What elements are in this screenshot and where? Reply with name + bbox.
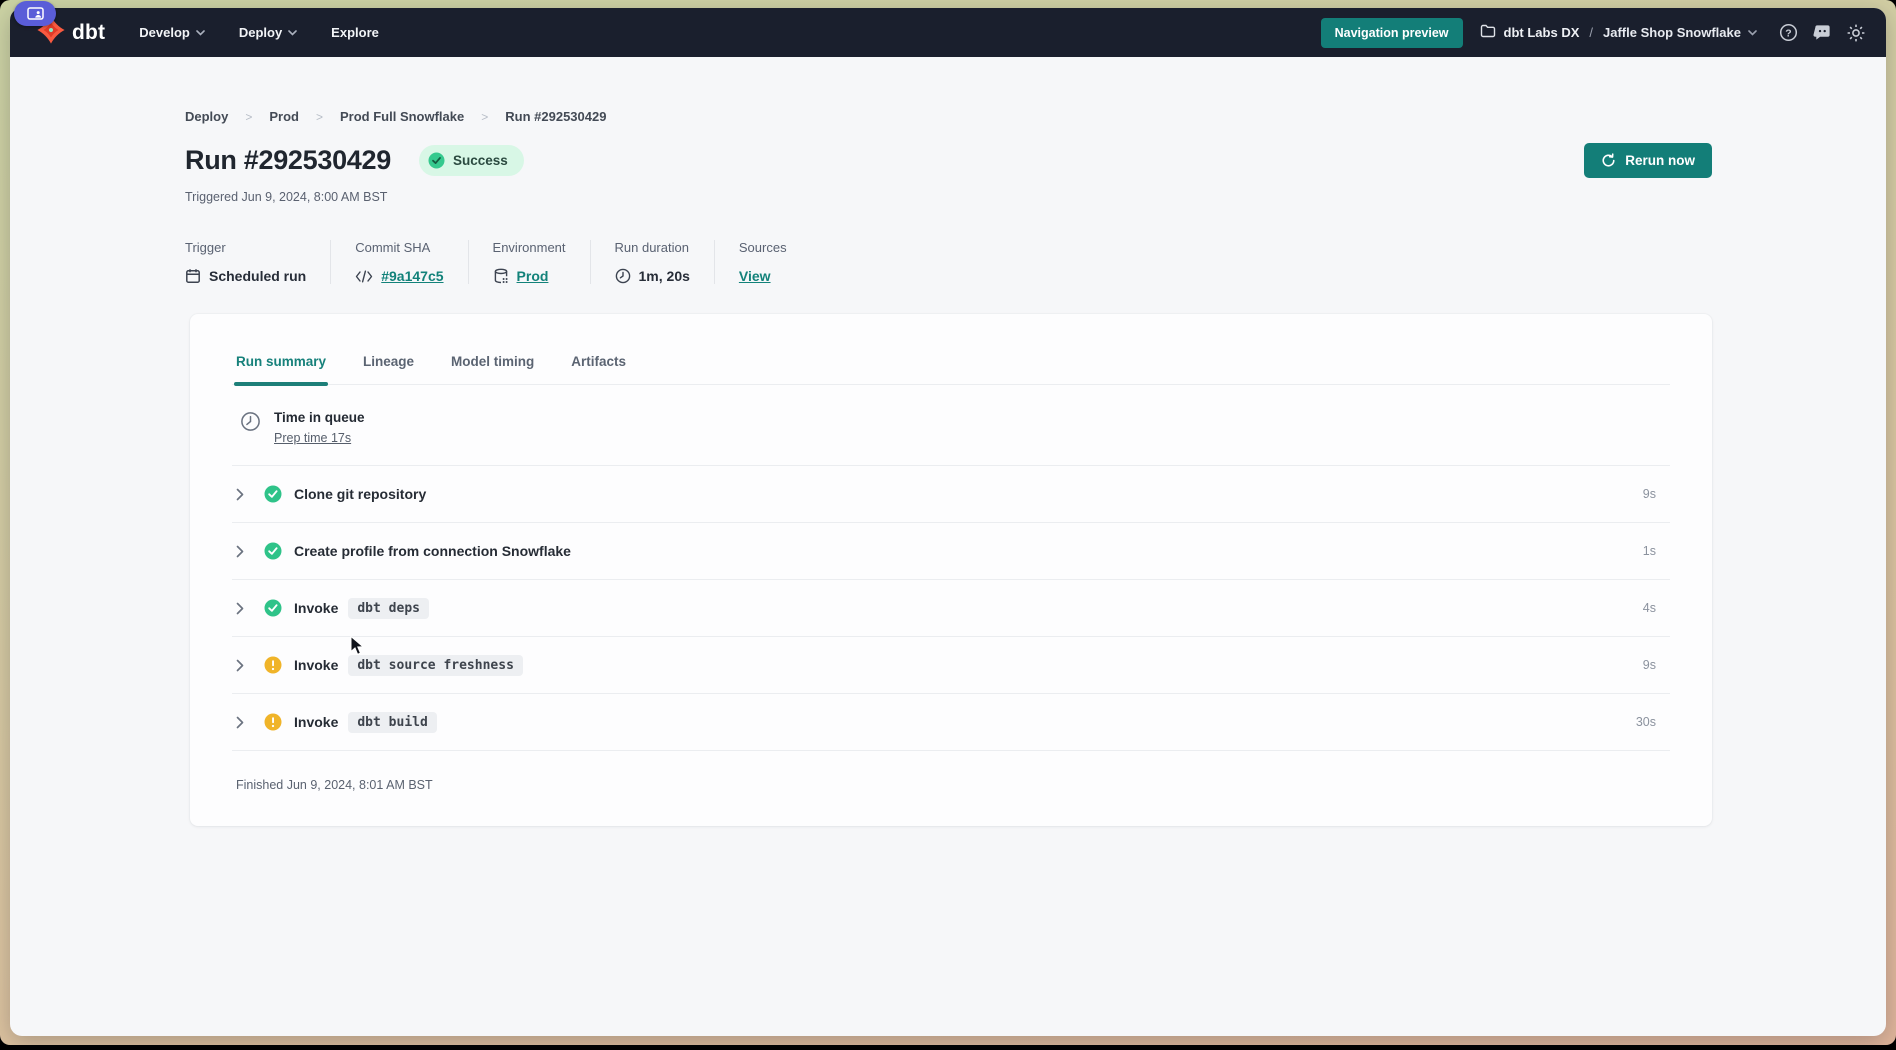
meta-environment: Environment Prod [493, 240, 591, 284]
help-icon[interactable]: ? [1778, 23, 1798, 43]
database-icon [494, 268, 508, 284]
step-row[interactable]: Invoke dbt build 30s [232, 694, 1670, 751]
calendar-icon [186, 269, 200, 283]
chevron-right-icon[interactable] [232, 488, 258, 501]
step-name: Clone git repository [294, 486, 427, 502]
step-duration: 4s [1642, 601, 1656, 615]
chevron-down-icon [1748, 29, 1757, 36]
step-name: Invoke [294, 714, 339, 730]
account-breadcrumb: dbt Labs DX / Jaffle Shop Snowflake [1480, 24, 1757, 41]
tab-artifacts[interactable]: Artifacts [571, 354, 627, 369]
breadcrumb-separator: > [481, 109, 489, 124]
breadcrumb-item[interactable]: Prod [269, 109, 299, 124]
time-in-queue-row: Time in queue Prep time 17s [232, 385, 1670, 466]
feedback-icon[interactable] [1812, 23, 1832, 43]
queue-title: Time in queue [274, 410, 365, 425]
account-name[interactable]: dbt Labs DX [1503, 25, 1580, 40]
rerun-now-button[interactable]: Rerun now [1584, 143, 1712, 178]
breadcrumb-separator: > [315, 109, 323, 124]
step-warning-icon [264, 656, 282, 674]
step-duration: 9s [1642, 487, 1656, 501]
nav-menu-item[interactable]: Develop [139, 25, 205, 40]
meta-trigger: Trigger Scheduled run [185, 240, 332, 284]
page-title: Run #292530429 [185, 145, 391, 175]
chevron-right-icon[interactable] [232, 716, 258, 729]
success-check-icon [428, 152, 445, 169]
step-success-icon [264, 542, 282, 560]
breadcrumb: Deploy > Prod > Prod Full Snowflake > Ru… [185, 109, 1712, 124]
step-duration: 30s [1635, 715, 1656, 729]
settings-gear-icon[interactable] [1846, 23, 1866, 43]
meta-commit-sha: Commit SHA #9a147c5 [355, 240, 469, 284]
chevron-right-icon[interactable] [232, 545, 258, 558]
nav-right: Navigation preview dbt Labs DX / Jaffle … [1320, 17, 1866, 48]
step-name: Invoke [294, 600, 339, 616]
step-command: dbt deps [348, 597, 429, 619]
step-success-icon [264, 485, 282, 503]
chevron-right-icon[interactable] [232, 659, 258, 672]
environment-link[interactable]: Prod [516, 268, 549, 284]
breadcrumb-item[interactable]: Run #292530429 [505, 109, 607, 124]
step-name: Create profile from connection Snowflake [294, 543, 571, 559]
nav-menus: Develop Deploy Explore [139, 25, 379, 40]
breadcrumb-item[interactable]: Deploy [185, 109, 229, 124]
navigation-preview-button[interactable]: Navigation preview [1320, 17, 1463, 48]
nav-menu-item[interactable]: Deploy [239, 25, 297, 40]
refresh-icon [1602, 153, 1615, 167]
dbt-logo[interactable]: dbt [36, 15, 105, 50]
title-row: Run #292530429 Success Rerun now [185, 143, 1712, 178]
breadcrumb-separator: > [245, 109, 253, 124]
clock-icon [615, 268, 630, 284]
account-separator: / [1589, 25, 1594, 40]
code-icon [356, 270, 373, 282]
step-row[interactable]: Invoke dbt source freshness 9s [232, 637, 1670, 694]
step-row[interactable]: Create profile from connection Snowflake… [232, 523, 1670, 580]
step-success-icon [264, 599, 282, 617]
step-duration: 9s [1642, 658, 1656, 672]
step-command: dbt source freshness [348, 654, 523, 676]
meta-sources: Sources View [738, 240, 787, 284]
status-badge: Success [418, 145, 524, 176]
project-switcher[interactable]: Jaffle Shop Snowflake [1603, 25, 1757, 40]
main-content: Deploy > Prod > Prod Full Snowflake > Ru… [10, 109, 1886, 826]
finished-timestamp: Finished Jun 9, 2024, 8:01 AM BST [236, 778, 433, 792]
svg-text:?: ? [1785, 28, 1791, 39]
chevron-down-icon [196, 30, 205, 36]
dbt-logo-icon [36, 15, 66, 50]
sources-view-link[interactable]: View [738, 268, 771, 284]
triggered-timestamp: Triggered Jun 9, 2024, 8:00 AM BST [185, 190, 388, 204]
top-nav: dbt Develop Deploy Explore Navigation pr… [10, 8, 1886, 57]
tab-run-summary[interactable]: Run summary [233, 354, 329, 386]
breadcrumb-item[interactable]: Prod Full Snowflake [340, 109, 465, 124]
app-window: dbt Develop Deploy Explore Navigation pr… [10, 8, 1886, 1036]
nav-icon-buttons: ? [1778, 23, 1866, 43]
run-summary-card: Run summary Lineage Model timing Artifacts … [190, 314, 1712, 826]
tab-lineage[interactable]: Lineage [363, 354, 415, 369]
folder-icon [1480, 24, 1496, 41]
tab-model-timing[interactable]: Model timing [451, 354, 535, 369]
chevron-right-icon[interactable] [232, 602, 258, 615]
step-name: Invoke [294, 657, 339, 673]
commit-sha-link[interactable]: #9a147c5 [381, 268, 444, 284]
chevron-down-icon [288, 30, 297, 36]
step-row[interactable]: Invoke dbt deps 4s [232, 580, 1670, 637]
step-command: dbt build [348, 711, 437, 733]
step-list: Clone git repository 9s Creat [232, 466, 1670, 751]
status-badge-label: Success [452, 153, 508, 168]
step-duration: 1s [1642, 544, 1656, 558]
tab-bar: Run summary Lineage Model timing Artifacts [232, 314, 1670, 386]
step-warning-icon [264, 713, 282, 731]
brand-name: dbt [72, 20, 106, 44]
timer-icon [241, 412, 260, 431]
prep-time-link[interactable]: Prep time 17s [274, 431, 352, 445]
screen-share-icon [26, 7, 44, 20]
nav-menu-item[interactable]: Explore [331, 25, 379, 40]
step-row[interactable]: Clone git repository 9s [232, 466, 1670, 523]
run-metadata: Trigger Scheduled run Commit SHA #9a147c… [185, 240, 1712, 284]
meta-run-duration: Run duration 1m, 20s [615, 240, 715, 284]
screen-share-indicator[interactable] [14, 1, 56, 26]
